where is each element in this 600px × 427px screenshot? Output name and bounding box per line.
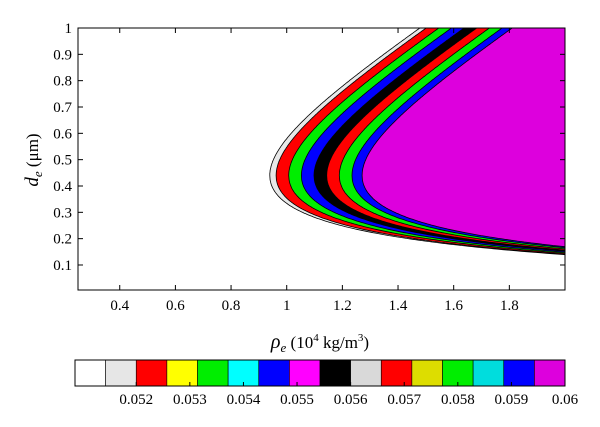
colorbar-cell (319, 359, 351, 387)
y-tick-label: 0.3 (53, 205, 72, 221)
colorbar-cell (105, 359, 137, 387)
colorbar-tick-label: 0.054 (227, 392, 261, 408)
colorbar-cell (289, 359, 321, 387)
y-tick-label: 0.9 (53, 47, 72, 63)
x-axis: 0.4 0.6 0.8 1 1.2 1.4 1.6 1.8 (110, 28, 519, 314)
y-tick-label: 0.6 (53, 126, 72, 142)
colorbar-tick-label: 0.053 (173, 392, 207, 408)
colorbar-cell (472, 359, 505, 387)
x-tick-label: 0.6 (166, 298, 185, 314)
colorbar-cell (227, 359, 260, 387)
colorbar-cell (166, 359, 198, 387)
colorbar-cell (135, 359, 168, 387)
colorbar-tick-label: 0.055 (280, 392, 314, 408)
colorbar-cell (503, 359, 535, 387)
y-tick-label: 0.4 (53, 179, 72, 195)
y-tick-label: 1 (65, 21, 73, 37)
y-tick-label: 0.1 (53, 258, 72, 274)
x-tick-label: 1 (283, 298, 291, 314)
colorbar: 0.052 0.053 0.054 0.055 0.056 0.057 0.058 0.059… (74, 359, 579, 408)
y-tick-label: 0.5 (53, 153, 72, 169)
colorbar-tick-label: 0.057 (387, 392, 421, 408)
colorbar-tick-labels: 0.052 0.053 0.054 0.055 0.056 0.057 0.058 0.059… (119, 382, 579, 408)
colorbar-tick-label: 0.059 (495, 392, 529, 408)
colorbar-cell (197, 359, 229, 387)
colorbar-tick-label: 0.056 (334, 392, 368, 408)
colorbar-tick-label: 0.06 (552, 392, 579, 408)
x-axis-label: ρe (104 kg/m3) (270, 331, 369, 355)
y-axis-label: de (μm) (22, 133, 45, 186)
colorbar-cell (258, 359, 290, 387)
x-tick-label: 0.8 (222, 298, 241, 314)
x-tick-label: 1.2 (333, 298, 352, 314)
colorbar-cell (380, 359, 413, 387)
y-tick-label: 0.7 (53, 100, 72, 116)
colorbar-tick-label: 0.058 (441, 392, 475, 408)
x-tick-label: 1.6 (444, 298, 463, 314)
y-axis: 0.1 0.2 0.3 0.4 0.5 0.6 0.7 0.8 0.9 1 (53, 21, 565, 274)
colorbar-cell (74, 359, 106, 387)
contour-band-9 (361, 28, 565, 248)
y-tick-label: 0.8 (53, 74, 72, 90)
colorbar-cell (534, 359, 566, 387)
contour-bands (269, 28, 565, 256)
x-tick-label: 1.8 (500, 298, 519, 314)
contour-plot (77, 27, 566, 291)
y-tick-label: 0.2 (53, 232, 72, 248)
x-tick-label: 1.4 (389, 298, 408, 314)
x-tick-label: 0.4 (110, 298, 129, 314)
colorbar-cell (350, 359, 382, 387)
colorbar-cell (411, 359, 443, 387)
colorbar-cells (74, 359, 566, 387)
colorbar-tick-label: 0.052 (119, 392, 153, 408)
plot-frame (77, 27, 566, 291)
colorbar-frame (74, 359, 566, 387)
